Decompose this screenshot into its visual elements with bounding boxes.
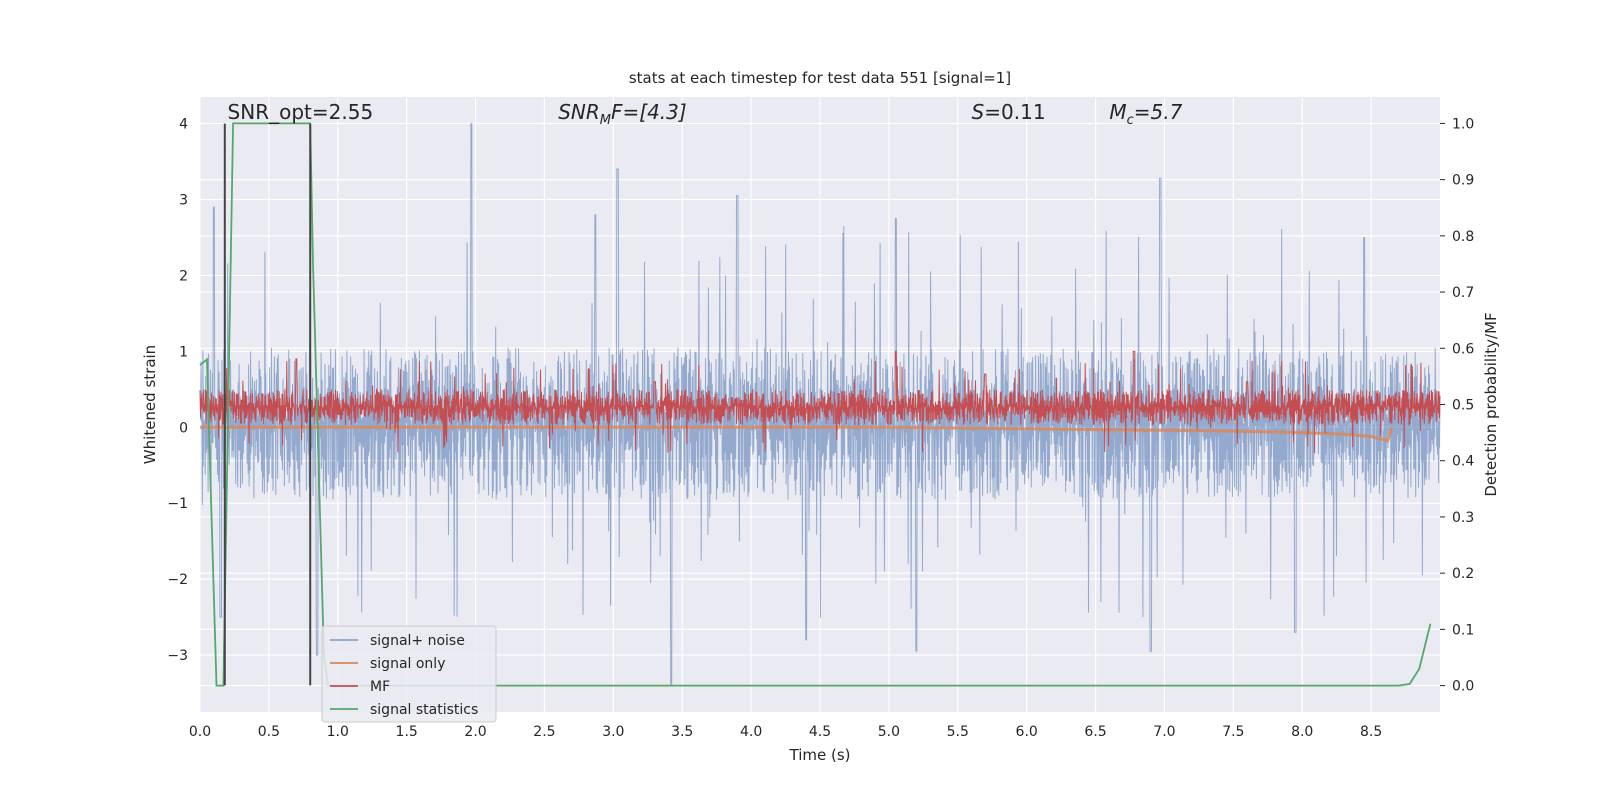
x-tick-label: 0.5	[258, 724, 280, 740]
legend-item: signal only	[330, 656, 445, 672]
x-tick-label: 5.0	[878, 724, 900, 740]
series-signal-only	[200, 425, 1394, 443]
x-tick-label: 6.5	[1084, 724, 1106, 740]
legend-item: signal+ noise	[330, 633, 465, 649]
x-tick-label: 5.5	[947, 724, 969, 740]
y-right-tick-label: 0.7	[1452, 285, 1474, 301]
annotation-value: =0.11	[984, 100, 1045, 124]
y-right-tick-label: 1.0	[1452, 116, 1474, 132]
y-tick-label: −2	[167, 572, 188, 588]
tick-labels: 0.0 0.5 1.0 1.5 2.0 2.5 3.0 3.5 4.0 4.5 5.0 5.5 6.0 6…	[167, 116, 1474, 740]
x-tick-label: 7.0	[1153, 724, 1175, 740]
legend-item: signal statistics	[330, 702, 478, 718]
x-tick-label: 0.0	[189, 724, 211, 740]
y-right-tick-label: 0.5	[1452, 398, 1474, 414]
y-tick-label: −3	[167, 648, 188, 664]
annotation: S=0.11	[972, 100, 1046, 124]
x-tick-label: 4.5	[809, 724, 831, 740]
x-tick-label: 8.0	[1291, 724, 1313, 740]
chart-title: stats at each timestep for test data 551…	[629, 69, 1011, 87]
legend-label: MF	[370, 679, 390, 695]
series-line	[200, 425, 1394, 443]
legend-label: signal only	[370, 656, 445, 672]
y-right-tick-label: 0.6	[1452, 341, 1474, 357]
y-right-tick-label: 0.8	[1452, 229, 1474, 245]
annotation: Mc=5.7	[1109, 100, 1182, 128]
x-tick-label: 3.0	[602, 724, 624, 740]
y-tick-label: 0	[179, 420, 188, 436]
x-tick-label: 3.5	[671, 724, 693, 740]
y-right-tick-label: 0.4	[1452, 454, 1474, 470]
x-axis-label: Time (s)	[789, 746, 851, 764]
annotation-value: =5.7	[1134, 100, 1183, 124]
annotation-main: S	[972, 100, 985, 124]
annotation-subscript: M	[600, 113, 611, 128]
y-right-tick-label: 0.0	[1452, 679, 1474, 695]
y-axis-right-label: Detection probability/MF	[1482, 312, 1500, 496]
annotation-subscript: c	[1127, 113, 1134, 128]
series-mf	[199, 350, 1441, 454]
series-line	[199, 350, 1441, 454]
y-tick-label: 3	[179, 193, 188, 209]
annotation: SNR_opt=2.55	[228, 100, 374, 124]
y-right-tick-label: 0.1	[1452, 622, 1474, 638]
x-tick-label: 2.0	[464, 724, 486, 740]
y-tick-label: −1	[167, 496, 188, 512]
x-tick-label: 1.5	[396, 724, 418, 740]
legend-box	[321, 625, 497, 723]
x-tick-label: 7.5	[1222, 724, 1244, 740]
legend-item: MF	[330, 679, 390, 695]
x-tick-label: 4.0	[740, 724, 762, 740]
x-tick-label: 1.0	[327, 724, 349, 740]
annotation-main: M	[1109, 100, 1126, 124]
y-right-tick-label: 0.2	[1452, 566, 1474, 582]
x-tick-label: 2.5	[533, 724, 555, 740]
annotation-value: F=[4.3]	[611, 100, 687, 124]
annotation: SNRMF=[4.3]	[558, 100, 686, 128]
y-tick-label: 2	[179, 268, 188, 284]
annotations: SNR_opt=2.55 SNRMF=[4.3] S=0.11 Mc=5.7	[228, 100, 1183, 128]
y-axis-label: Whitened strain	[141, 345, 159, 464]
legend-label: signal statistics	[370, 702, 478, 718]
annotation-main: SNR	[558, 100, 600, 124]
x-tick-label: 8.5	[1360, 724, 1382, 740]
legend-label: signal+ noise	[370, 633, 465, 649]
x-tick-label: 6.0	[1016, 724, 1038, 740]
legend: signal+ noise signal only MF signal statist…	[321, 625, 497, 723]
y-right-tick-label: 0.3	[1452, 510, 1474, 526]
y-right-tick-label: 0.9	[1452, 173, 1474, 189]
y-tick-label: 1	[179, 344, 188, 360]
y-tick-label: 4	[179, 117, 188, 133]
